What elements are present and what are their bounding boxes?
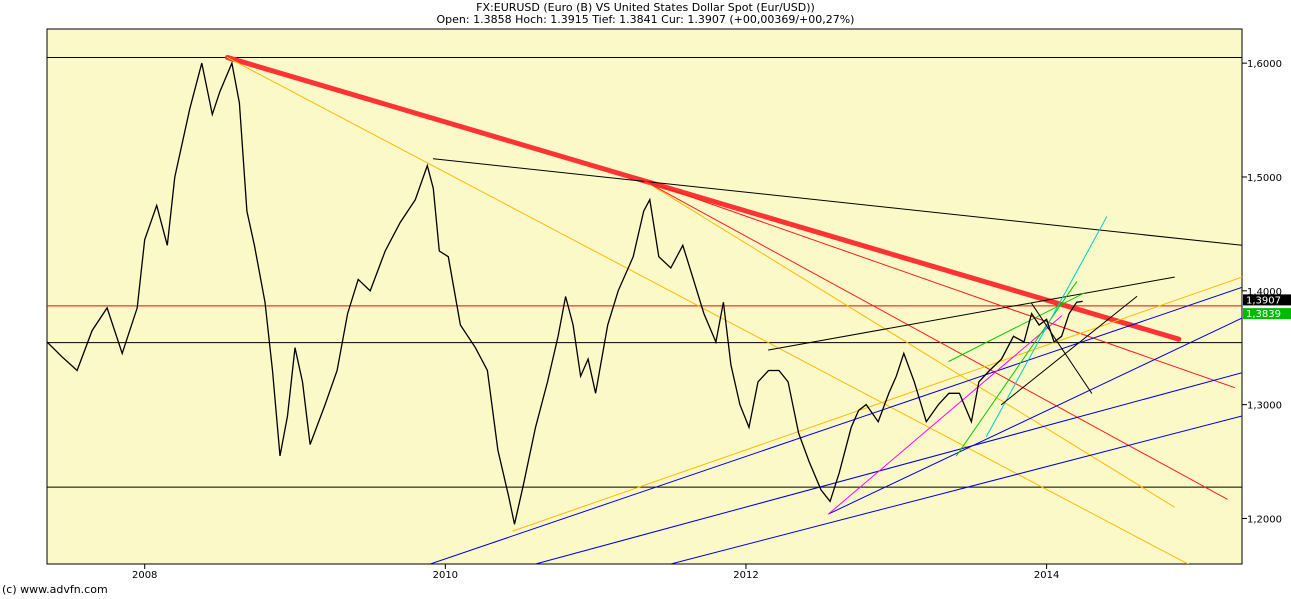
- y-tick-label: 1,5000: [1247, 173, 1282, 184]
- trend-line: [948, 292, 1085, 362]
- chart-title: FX:EURUSD (Euro (B) VS United States Dol…: [476, 1, 815, 14]
- x-tick-label: 2010: [433, 570, 458, 581]
- x-tick-label: 2008: [132, 570, 157, 581]
- axes: 2008 2010 2012 2014 1,2000 1,3000 1,4000 1,5000…: [132, 59, 1291, 581]
- copyright-notice: (c) www.advfn.com: [2, 583, 108, 596]
- trend-line: [1031, 302, 1093, 394]
- trend-line: [768, 276, 1175, 351]
- trend-lines: [224, 54, 1242, 564]
- y-tick-label: 1,6000: [1247, 59, 1282, 70]
- trend-line: [432, 158, 1242, 246]
- trend-line: [512, 276, 1242, 532]
- trend-line: [429, 286, 1242, 564]
- quote-summary: Open: 1.3858 Hoch: 1.3915 Tief: 1.3841 C…: [436, 13, 855, 26]
- trend-line: [535, 372, 1242, 564]
- y-tick-label: 1,4000: [1247, 287, 1282, 298]
- trend-line: [828, 315, 1063, 515]
- y-tick-label: 1,3000: [1247, 401, 1282, 412]
- x-tick-label: 2012: [733, 570, 758, 581]
- trend-line: [643, 179, 1175, 508]
- y-tick-label: 1,2000: [1247, 514, 1282, 525]
- trend-line: [643, 179, 1235, 389]
- trend-line: [224, 54, 1182, 342]
- x-tick-label: 2014: [1034, 570, 1059, 581]
- current-value-badge: [1243, 308, 1291, 320]
- current-value-badge: [1243, 294, 1291, 306]
- trend-line: [828, 317, 1242, 515]
- trend-line: [955, 281, 1078, 457]
- trend-line: [670, 415, 1242, 564]
- current-value-label: 1,3839: [1246, 309, 1281, 320]
- trend-line: [226, 56, 1190, 564]
- trend-line: [643, 179, 1228, 500]
- current-value-label: 1,3907: [1246, 295, 1281, 306]
- trend-line: [1000, 296, 1138, 406]
- price-line: [47, 60, 1083, 525]
